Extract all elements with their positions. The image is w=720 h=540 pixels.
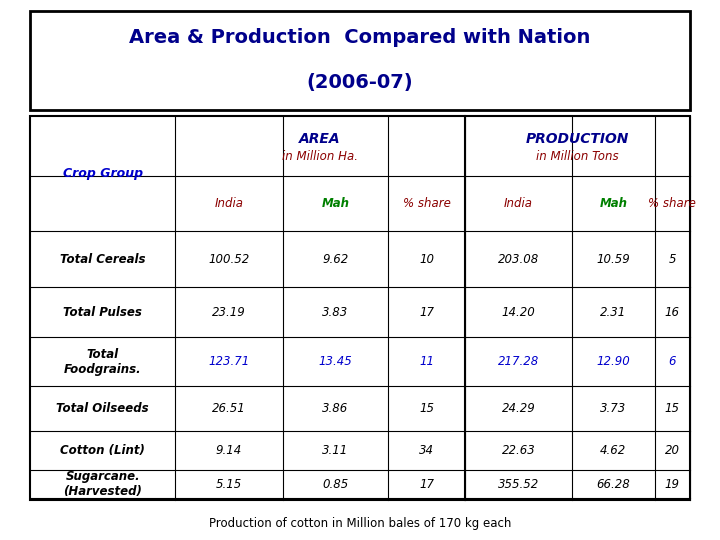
Text: 2.31: 2.31	[600, 306, 626, 319]
Text: 100.52: 100.52	[209, 253, 250, 266]
Text: 4.62: 4.62	[600, 444, 626, 457]
Text: 17: 17	[419, 478, 434, 491]
Text: 3.73: 3.73	[600, 402, 626, 415]
Text: Crop Group: Crop Group	[63, 167, 143, 180]
Text: 3.11: 3.11	[323, 444, 348, 457]
Text: 123.71: 123.71	[209, 355, 250, 368]
Text: Production of cotton in Million bales of 170 kg each: Production of cotton in Million bales of…	[209, 517, 511, 530]
Text: 23.19: 23.19	[212, 306, 246, 319]
Text: 6: 6	[669, 355, 676, 368]
Text: Total Oilseeds: Total Oilseeds	[56, 402, 149, 415]
Text: 9.14: 9.14	[216, 444, 242, 457]
Text: 217.28: 217.28	[498, 355, 539, 368]
Text: 15: 15	[665, 402, 680, 415]
Text: (2006-07): (2006-07)	[307, 72, 413, 92]
Text: in Million Ha.: in Million Ha.	[282, 150, 358, 163]
Text: Total Pulses: Total Pulses	[63, 306, 142, 319]
Text: in Million Tons: in Million Tons	[536, 150, 618, 163]
Text: 0.85: 0.85	[323, 478, 348, 491]
Text: 24.29: 24.29	[502, 402, 535, 415]
Text: % share: % share	[402, 197, 451, 210]
Text: 10: 10	[419, 253, 434, 266]
Text: 20: 20	[665, 444, 680, 457]
Text: 16: 16	[665, 306, 680, 319]
Text: Mah: Mah	[599, 197, 627, 210]
Text: 203.08: 203.08	[498, 253, 539, 266]
Text: 355.52: 355.52	[498, 478, 539, 491]
Text: Mah: Mah	[322, 197, 349, 210]
Text: PRODUCTION: PRODUCTION	[526, 132, 629, 146]
Text: 12.90: 12.90	[596, 355, 630, 368]
Text: Total
Foodgrains.: Total Foodgrains.	[64, 348, 142, 375]
Text: India: India	[215, 197, 243, 210]
Text: 34: 34	[419, 444, 434, 457]
Text: Area & Production  Compared with Nation: Area & Production Compared with Nation	[130, 28, 590, 48]
Text: 9.62: 9.62	[323, 253, 348, 266]
Text: Cotton (Lint): Cotton (Lint)	[60, 444, 145, 457]
Text: 5.15: 5.15	[216, 478, 242, 491]
Text: 66.28: 66.28	[596, 478, 630, 491]
Text: 14.20: 14.20	[502, 306, 535, 319]
Text: 26.51: 26.51	[212, 402, 246, 415]
Text: 3.86: 3.86	[323, 402, 348, 415]
Text: 3.83: 3.83	[323, 306, 348, 319]
Text: Sugarcane.
(Harvested): Sugarcane. (Harvested)	[63, 470, 142, 498]
Text: 10.59: 10.59	[596, 253, 630, 266]
Text: 13.45: 13.45	[319, 355, 352, 368]
Text: Total Cereals: Total Cereals	[60, 253, 145, 266]
Text: AREA: AREA	[300, 132, 341, 146]
Text: 19: 19	[665, 478, 680, 491]
Text: India: India	[504, 197, 533, 210]
Text: 11: 11	[419, 355, 434, 368]
Text: 15: 15	[419, 402, 434, 415]
Text: % share: % share	[648, 197, 696, 210]
Text: 22.63: 22.63	[502, 444, 535, 457]
Text: 5: 5	[669, 253, 676, 266]
Text: 17: 17	[419, 306, 434, 319]
